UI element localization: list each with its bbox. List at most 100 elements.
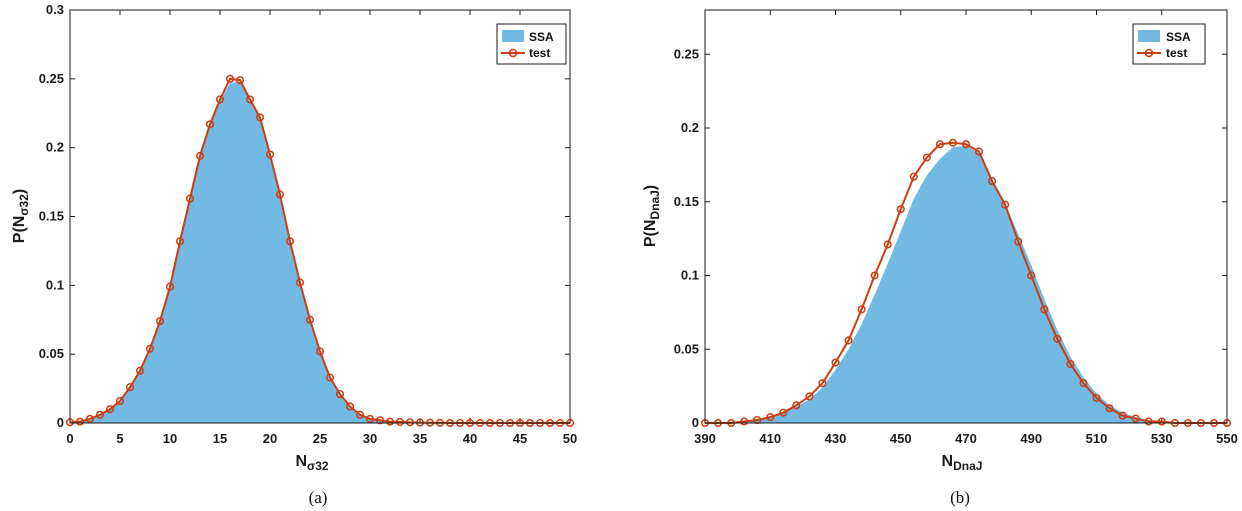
y-axis-label-post-a: ) <box>11 189 28 194</box>
test-point <box>988 177 997 186</box>
test-point <box>195 151 205 160</box>
test-point <box>857 305 866 314</box>
y-axis-label-b: P(NDnaJ) <box>642 185 662 247</box>
test-point <box>225 74 235 83</box>
x-tick-label: 550 <box>1216 431 1238 446</box>
y-tick-label: 0.05 <box>39 346 64 361</box>
panel-caption-b: (b) <box>950 488 970 507</box>
x-tick-label: 20 <box>263 431 277 446</box>
x-tick-label: 25 <box>313 431 327 446</box>
x-tick-label: 490 <box>1020 431 1042 446</box>
panel-caption-a: (a) <box>309 488 328 507</box>
test-markers-a <box>65 74 575 428</box>
x-tick-label: 15 <box>213 431 227 446</box>
legend-test-marker-a <box>508 48 518 58</box>
y-axis-label-pre-a: P(N <box>11 216 28 244</box>
test-point <box>115 396 125 406</box>
test-point <box>175 237 185 246</box>
test-point <box>1131 414 1140 423</box>
y-axis-label-sub-a: σ32 <box>17 194 31 216</box>
x-tick-label: 510 <box>1086 431 1108 446</box>
x-tick-label: 390 <box>694 431 716 446</box>
y-tick-label: 0.05 <box>674 341 699 356</box>
x-tick-label: 30 <box>363 431 377 446</box>
test-point <box>818 379 827 388</box>
test-point <box>1040 305 1049 314</box>
test-point <box>1053 334 1062 343</box>
y-axis-ticks-a: 0 0.05 0.1 0.15 0.2 0.25 0.3 <box>39 2 570 430</box>
test-point <box>779 408 788 417</box>
legend-ssa-swatch-b <box>1138 30 1160 42</box>
ssa-area-b <box>705 145 1227 423</box>
plot-frame-a <box>69 9 571 424</box>
test-point <box>235 76 245 85</box>
x-axis-label-main-b: N <box>942 453 954 470</box>
test-point <box>1144 417 1153 426</box>
test-point <box>285 237 295 246</box>
test-point <box>805 392 814 401</box>
test-point <box>185 194 195 203</box>
y-tick-label: 0 <box>57 415 64 430</box>
test-point <box>255 113 265 122</box>
test-point <box>325 373 335 382</box>
test-point <box>896 205 905 214</box>
x-tick-label: 40 <box>463 431 477 446</box>
legend-test-marker-b <box>1144 48 1154 58</box>
test-point <box>155 317 165 326</box>
x-tick-label: 50 <box>563 431 577 446</box>
legend-ssa-swatch-a <box>502 30 524 42</box>
x-tick-label: 470 <box>955 431 977 446</box>
x-axis-ticks-b: 390 410 430 450 470 490 510 530 550 <box>694 10 1238 446</box>
test-point <box>245 95 255 104</box>
test-point <box>315 347 325 356</box>
test-point <box>95 410 105 419</box>
test-point <box>375 416 385 425</box>
y-tick-label: 0.1 <box>681 268 699 283</box>
y-axis-label-sub-b: DnaJ <box>648 190 662 219</box>
test-point <box>870 271 879 280</box>
plot-frame-b <box>704 9 1228 424</box>
legend-test-label-a: test <box>529 46 550 60</box>
y-tick-label: 0 <box>692 415 699 430</box>
test-point <box>922 153 931 162</box>
x-tick-label: 530 <box>1151 431 1173 446</box>
y-tick-label: 0.2 <box>46 140 64 155</box>
test-point <box>165 282 175 291</box>
test-point <box>948 138 958 147</box>
y-axis-label-pre-b: P(N <box>642 220 659 248</box>
test-point <box>909 172 918 181</box>
x-tick-label: 35 <box>413 431 427 446</box>
test-point <box>1092 393 1101 402</box>
test-point <box>145 344 155 353</box>
x-tick-label: 5 <box>116 431 123 446</box>
legend-ssa-label-a: SSA <box>529 30 554 44</box>
chart-panel-b: 0 0.05 0.1 0.15 0.2 0.25 390 410 430 450 470 490 51… <box>642 9 1238 507</box>
legend-a: SSA test <box>496 23 567 65</box>
x-tick-label: 430 <box>825 431 847 446</box>
test-point <box>275 190 285 199</box>
x-tick-label: 450 <box>890 431 912 446</box>
x-tick-label: 0 <box>66 431 73 446</box>
test-line-b <box>705 141 1227 424</box>
test-point <box>305 315 315 324</box>
y-tick-label: 0.25 <box>39 71 64 86</box>
test-point <box>1066 359 1075 369</box>
test-point <box>75 417 85 426</box>
test-point <box>1157 417 1166 426</box>
test-point <box>265 150 275 159</box>
x-tick-label: 410 <box>759 431 781 446</box>
y-axis-label-a: P(Nσ32) <box>11 189 31 243</box>
test-point <box>844 336 853 345</box>
x-axis-label-b: NDnaJ <box>942 453 983 473</box>
test-point <box>935 140 944 149</box>
test-point <box>205 120 215 129</box>
test-point <box>295 278 305 287</box>
y-tick-label: 0.1 <box>46 277 64 292</box>
test-point <box>1014 237 1023 246</box>
y-tick-label: 0.2 <box>681 120 699 135</box>
x-axis-label-sub-a: σ32 <box>307 459 329 473</box>
test-point <box>345 402 355 411</box>
test-point <box>1027 271 1036 280</box>
test-point <box>365 414 375 423</box>
